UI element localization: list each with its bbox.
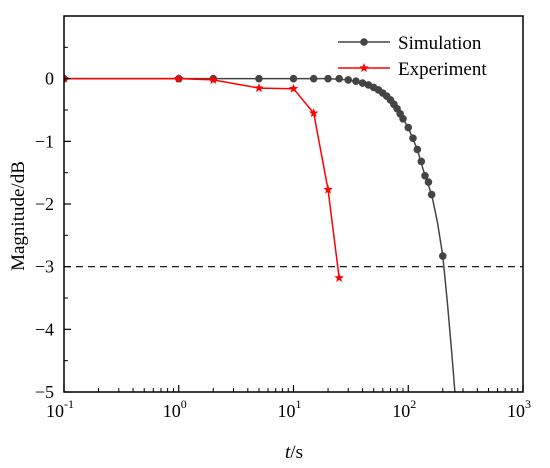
data-point-experiment: [208, 74, 219, 84]
legend-marker-simulation: [360, 38, 368, 46]
legend: Simulation Experiment: [338, 33, 487, 80]
ticks-layer: [63, 46, 524, 393]
data-point-simulation: [358, 79, 367, 87]
legend-label-experiment: Experiment: [398, 59, 487, 80]
x-tick-label: 101: [278, 397, 302, 421]
data-point-simulation: [417, 157, 426, 166]
y-tick-label: −4: [35, 319, 54, 339]
series-layer: [64, 73, 456, 392]
y-axis-label: Magnitude/dB: [8, 161, 29, 271]
data-point-simulation: [399, 114, 407, 123]
series-line-experiment: [64, 77, 340, 279]
data-point-simulation: [413, 145, 422, 154]
data-point-experiment: [308, 108, 319, 118]
legend-entry-experiment: Experiment: [338, 59, 487, 80]
tick-labels-layer: 10-1 100 101 102 103 −5 −4 −3 −2 −1 0: [35, 69, 531, 421]
legend-label-simulation: Simulation: [398, 33, 482, 54]
data-point-simulation: [289, 74, 298, 83]
x-axis-label-unit: /s: [290, 442, 303, 463]
data-point-experiment: [288, 83, 299, 93]
data-point-simulation: [255, 74, 263, 83]
legend-entry-simulation: Simulation: [338, 33, 482, 54]
data-point-simulation: [352, 77, 360, 85]
y-tick-label: −3: [35, 257, 54, 277]
legend-marker-experiment: [359, 63, 369, 73]
x-tick-label: 100: [163, 397, 187, 421]
series-line-simulation: [64, 77, 456, 392]
y-tick-label: −5: [35, 382, 54, 402]
x-axis-label: t/s: [285, 442, 303, 463]
y-tick-label: −2: [35, 194, 54, 214]
x-axis-label-variable: t: [285, 442, 291, 463]
data-point-simulation: [309, 74, 318, 83]
x-tick-label: 10-1: [46, 397, 74, 421]
data-point-simulation: [438, 252, 447, 260]
data-point-simulation: [427, 190, 436, 199]
data-point-simulation: [344, 76, 353, 84]
series-experiment: [64, 73, 344, 282]
series-simulation: [64, 74, 456, 392]
y-tick-label: 0: [45, 69, 54, 89]
data-point-experiment: [334, 272, 344, 282]
data-point-experiment: [254, 83, 264, 93]
data-point-experiment: [173, 73, 184, 83]
data-point-simulation: [424, 178, 433, 186]
data-point-experiment: [323, 184, 333, 194]
data-point-simulation: [409, 134, 417, 142]
data-point-simulation: [335, 74, 343, 83]
x-tick-label: 102: [392, 397, 416, 421]
x-tick-label: 103: [507, 397, 531, 421]
data-point-simulation: [421, 172, 429, 180]
y-tick-label: −1: [35, 131, 54, 151]
data-point-simulation: [324, 74, 332, 83]
data-point-simulation: [404, 123, 413, 132]
